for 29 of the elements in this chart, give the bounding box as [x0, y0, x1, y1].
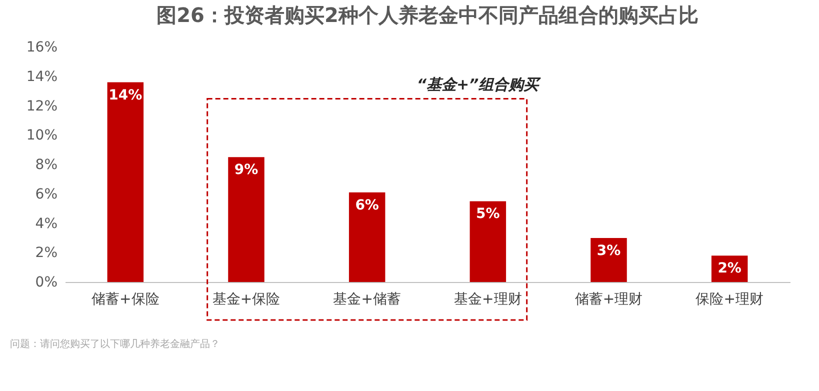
y-tick-label: 6% [35, 186, 58, 202]
annotation: “基金+”组合购买 [416, 76, 542, 94]
x-tick-label: 基金+保险 [212, 292, 280, 308]
x-tick-label: 保险+理财 [696, 292, 764, 308]
y-tick-label: 10% [26, 128, 58, 144]
x-tick-label: 基金+理财 [454, 292, 522, 308]
text: 问题：请问您购买了以下哪几种养老金融产品？ [10, 338, 220, 350]
y-tick-label: 8% [35, 157, 58, 173]
bar [590, 238, 627, 282]
y-tick-label: 12% [26, 98, 58, 114]
bar [228, 157, 264, 282]
data-label: 2% [718, 260, 742, 277]
y-tick-label: 0% [35, 274, 58, 290]
y-tick-label: 2% [35, 245, 58, 262]
data-label: 14% [108, 87, 142, 104]
bar [470, 201, 506, 282]
x-tick-label: 基金+储蓄 [333, 292, 401, 308]
bar [348, 192, 386, 282]
y-tick-label: 4% [35, 216, 58, 232]
data-label: 3% [596, 242, 621, 259]
chart-title: 图26：投资者购买2种个人养老金中不同产品组合的购买占比 [156, 3, 698, 27]
x-tick-label: 储蓄+保险 [92, 292, 160, 308]
y-tick-label: 16% [26, 40, 58, 56]
data-label: 5% [476, 206, 500, 222]
x-tick-label: 储蓄+理财 [574, 292, 643, 308]
data-label: 6% [355, 197, 379, 214]
bar [107, 82, 144, 282]
y-tick-label: 14% [26, 68, 58, 85]
data-label: 9% [234, 162, 258, 178]
